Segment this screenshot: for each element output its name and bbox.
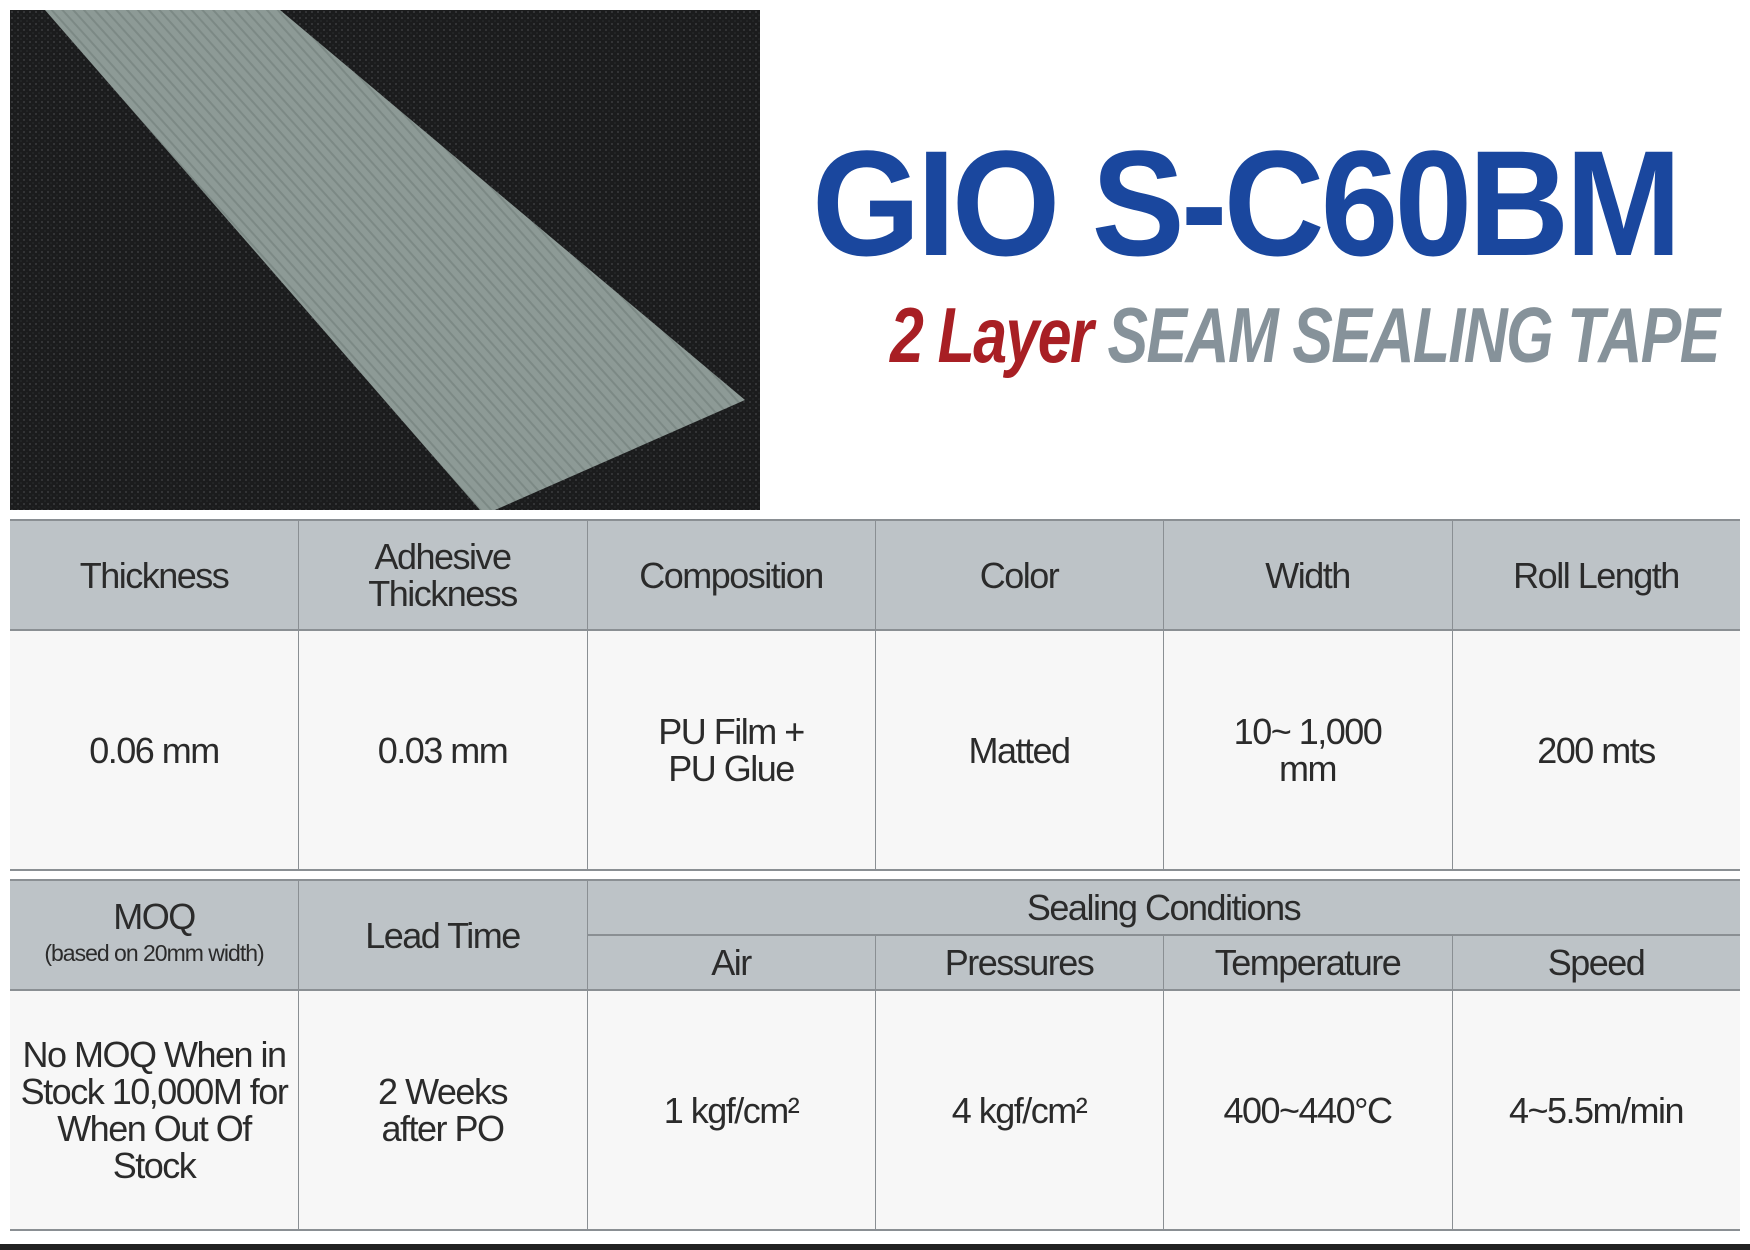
product-photo <box>10 10 760 510</box>
value-temperature: 400~440°C <box>1163 990 1452 1230</box>
moq-label: MOQ <box>113 896 196 937</box>
header-speed: Speed <box>1452 935 1740 990</box>
value-speed: 4~5.5m/min <box>1452 990 1740 1230</box>
bottom-bar <box>0 1244 1750 1250</box>
value-width: 10~ 1,000 mm <box>1163 630 1452 870</box>
value-pressures: 4 kgf/cm² <box>875 990 1163 1230</box>
subtitle-rest: SEAM SEALING TAPE <box>1107 291 1721 379</box>
product-title: GIO S-C60BM <box>812 119 1682 287</box>
moq-note: (based on 20mm width) <box>44 940 264 966</box>
subtitle-highlight: 2 Layer <box>890 291 1094 379</box>
divider <box>1452 520 1453 870</box>
header-width: Width <box>1163 520 1452 630</box>
header-composition: Composition <box>587 520 875 630</box>
header-sealing-conditions: Sealing Conditions <box>587 880 1740 935</box>
divider <box>298 880 299 1230</box>
divider <box>10 879 1740 881</box>
divider <box>875 935 876 1230</box>
header-roll-length: Roll Length <box>1452 520 1740 630</box>
value-composition: PU Film + PU Glue <box>587 630 875 870</box>
header-color: Color <box>875 520 1163 630</box>
header-pressures: Pressures <box>875 935 1163 990</box>
header-temperature: Temperature <box>1163 935 1452 990</box>
value-color: Matted <box>875 630 1163 870</box>
header-lead-time: Lead Time <box>298 880 587 990</box>
divider <box>587 880 588 1230</box>
divider <box>1163 935 1164 1230</box>
divider <box>1452 935 1453 1230</box>
divider <box>10 1229 1740 1231</box>
header-thickness: Thickness <box>10 520 298 630</box>
divider <box>10 869 1740 871</box>
value-roll-length: 200 mts <box>1452 630 1740 870</box>
divider <box>1163 520 1164 870</box>
value-air: 1 kgf/cm² <box>587 990 875 1230</box>
header-adhesive-thickness: Adhesive Thickness <box>298 520 587 630</box>
value-moq: No MOQ When in Stock 10,000M for When Ou… <box>10 990 298 1230</box>
divider <box>298 520 299 870</box>
divider <box>587 520 588 870</box>
value-adhesive-thickness: 0.03 mm <box>298 630 587 870</box>
header-moq: MOQ (based on 20mm width) <box>10 880 298 990</box>
value-thickness: 0.06 mm <box>10 630 298 870</box>
value-lead-time: 2 Weeks after PO <box>298 990 587 1230</box>
divider <box>875 520 876 870</box>
product-subtitle: 2 Layer SEAM SEALING TAPE <box>890 295 1720 375</box>
header-air: Air <box>587 935 875 990</box>
